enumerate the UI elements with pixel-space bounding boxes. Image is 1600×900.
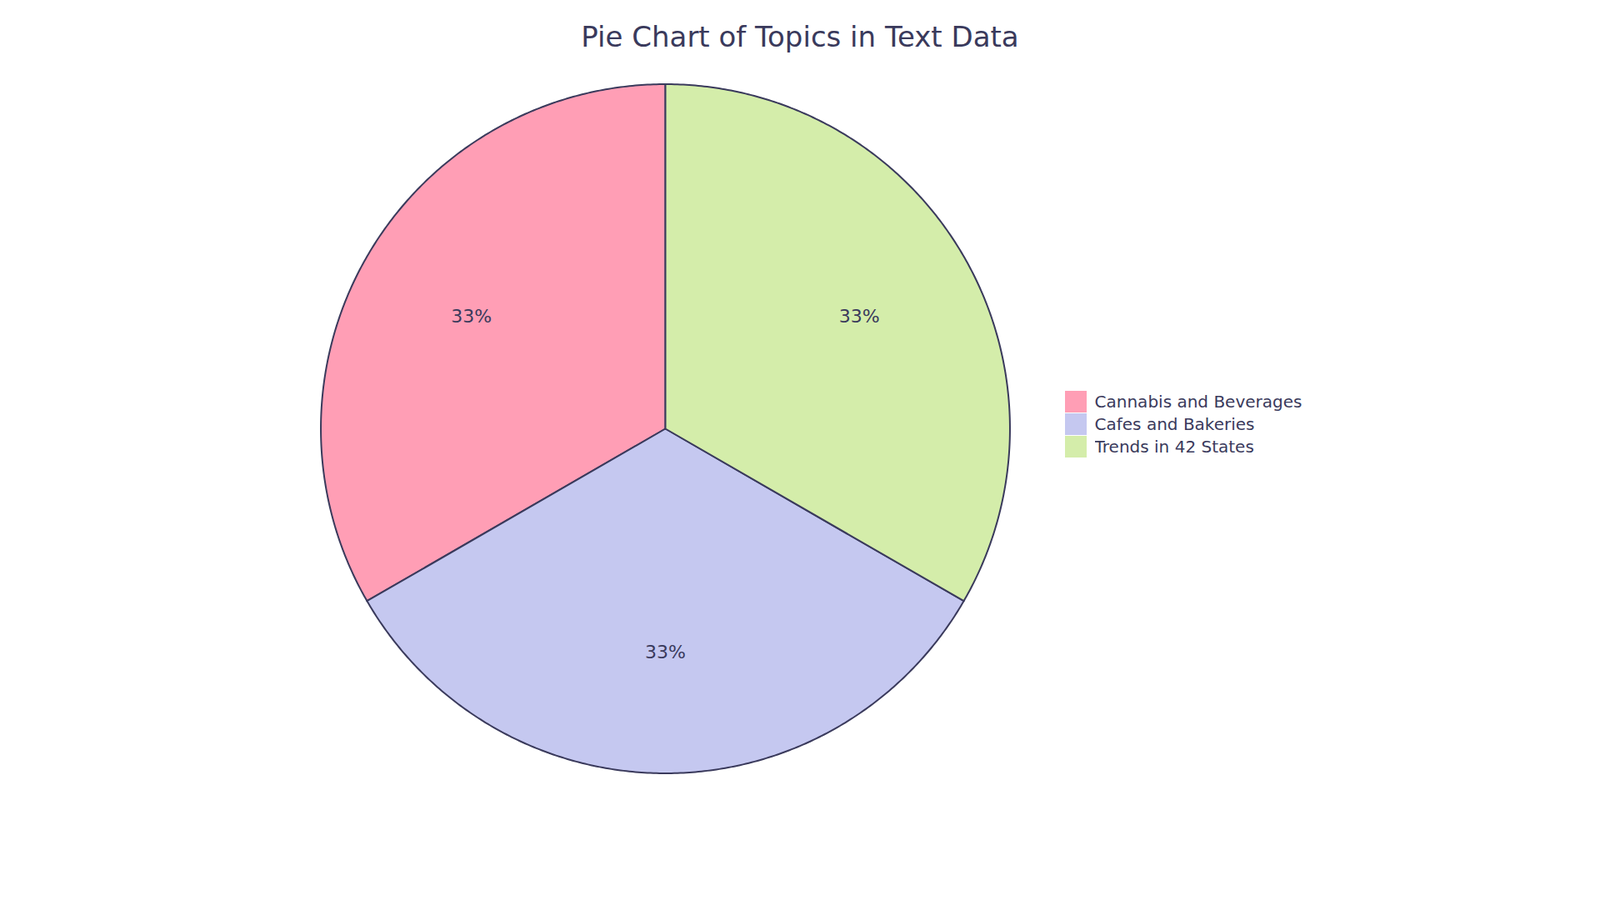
html-text:Cannabis and Beverages: Cannabis and Beverages — [1094, 391, 1303, 412]
html-text:Cafes and Bakeries: Cafes and Bakeries — [1094, 413, 1255, 434]
svg-text:33%: 33% — [450, 305, 492, 327]
svg-text:33%: 33% — [645, 641, 686, 663]
html-text:Trends in 42 States: Trends in 42 States — [1094, 436, 1254, 457]
html-text:Pie Chart of Topics in Text Da: Pie Chart of Topics in Text Data — [581, 20, 1019, 54]
svg-text:33%: 33% — [838, 305, 880, 327]
